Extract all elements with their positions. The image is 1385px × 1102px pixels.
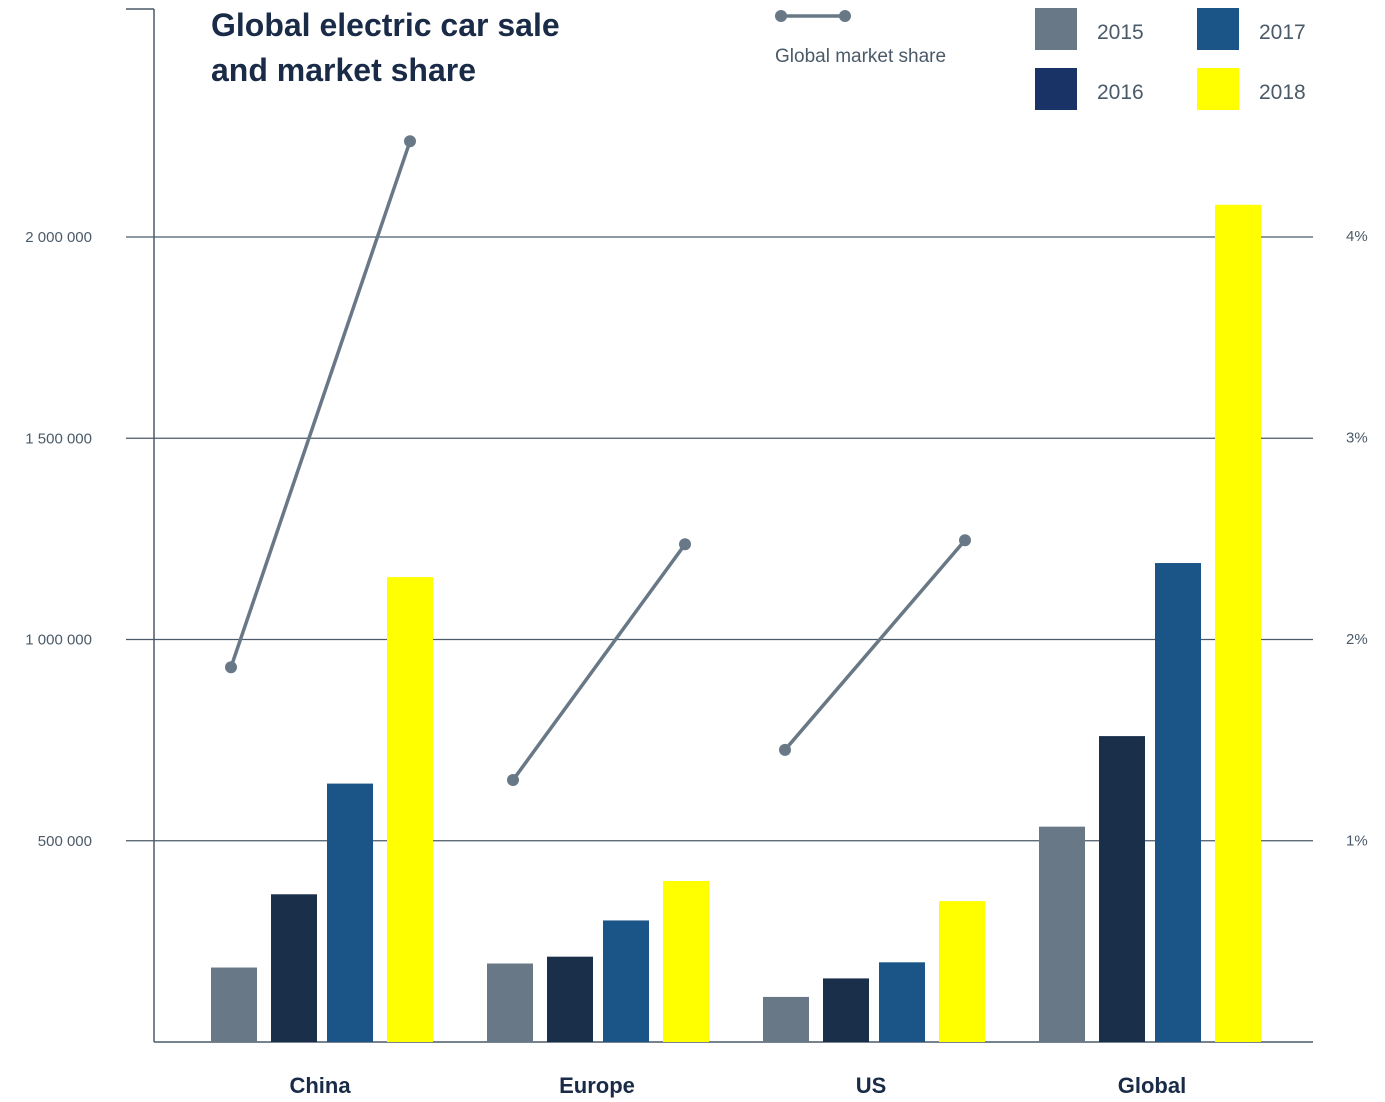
market-share-point-china-start	[225, 661, 237, 674]
market-share-point-europe-start	[507, 774, 519, 787]
bar-china-2017	[327, 783, 373, 1042]
bar-global-2018	[1215, 204, 1261, 1043]
bar-china-2015	[211, 967, 257, 1042]
y-right-tick-label: 4%	[1346, 228, 1368, 245]
bar-europe-2018	[663, 881, 709, 1042]
bar-us-2015	[763, 996, 809, 1042]
market-share-point-europe-end	[679, 538, 691, 551]
y-right-tick-label: 3%	[1346, 430, 1368, 447]
y-left-tick-label: 1 000 000	[25, 632, 92, 649]
chart-title-line-1: Global electric car sale	[211, 7, 560, 43]
market-share-line-us	[783, 539, 967, 751]
chart-title: Global electric car sale and market shar…	[211, 7, 560, 88]
legend-swatch-2017	[1197, 8, 1239, 50]
legend-label-2015: 2015	[1097, 21, 1144, 44]
category-label-us: US	[856, 1073, 887, 1098]
bar-global-2016	[1099, 736, 1145, 1042]
bar-europe-2015	[487, 963, 533, 1042]
market-share-lines	[225, 135, 971, 787]
bar-global-2015	[1039, 826, 1085, 1042]
bar-us-2017	[879, 962, 925, 1042]
market-share-line-china	[229, 140, 412, 668]
y-left-tick-label: 2 000 000	[25, 229, 92, 246]
market-share-point-us-start	[779, 743, 791, 756]
chart-title-line-2: and market share	[211, 52, 476, 88]
legend-label-2016: 2016	[1097, 81, 1144, 104]
legend: Global market share 2015 2016 2017 2018	[775, 8, 1306, 110]
bar-us-2016	[823, 978, 869, 1042]
bars	[211, 204, 1261, 1043]
legend-label-2017: 2017	[1259, 21, 1306, 44]
category-label-global: Global	[1118, 1073, 1186, 1098]
legend-line-point	[839, 10, 851, 22]
bar-europe-2017	[603, 920, 649, 1042]
y-left-tick-label: 500 000	[38, 833, 92, 850]
y-right-tick-label: 2%	[1346, 631, 1368, 648]
labels: 500 000 1 000 000 1 500 000 2 000 000 1% 2% 3%…	[25, 228, 1367, 1098]
market-share-point-us-end	[959, 534, 971, 547]
legend-line-point	[775, 10, 787, 22]
category-label-china: China	[289, 1073, 351, 1098]
y-left-tick-label: 1 500 000	[25, 430, 92, 447]
legend-swatch-2018	[1197, 68, 1239, 110]
bar-china-2018	[387, 577, 433, 1042]
legend-swatch-2016	[1035, 68, 1077, 110]
legend-label-2018: 2018	[1259, 81, 1306, 104]
bar-china-2016	[271, 894, 317, 1042]
bar-global-2017	[1155, 563, 1201, 1042]
y-right-tick-label: 1%	[1346, 833, 1368, 850]
legend-line-label: Global market share	[775, 46, 946, 67]
market-share-point-china-end	[404, 135, 416, 148]
market-share-line-europe	[511, 543, 687, 782]
bar-us-2018	[939, 901, 985, 1042]
legend-swatch-2015	[1035, 8, 1077, 50]
bar-europe-2016	[547, 956, 593, 1042]
category-label-europe: Europe	[559, 1073, 635, 1098]
